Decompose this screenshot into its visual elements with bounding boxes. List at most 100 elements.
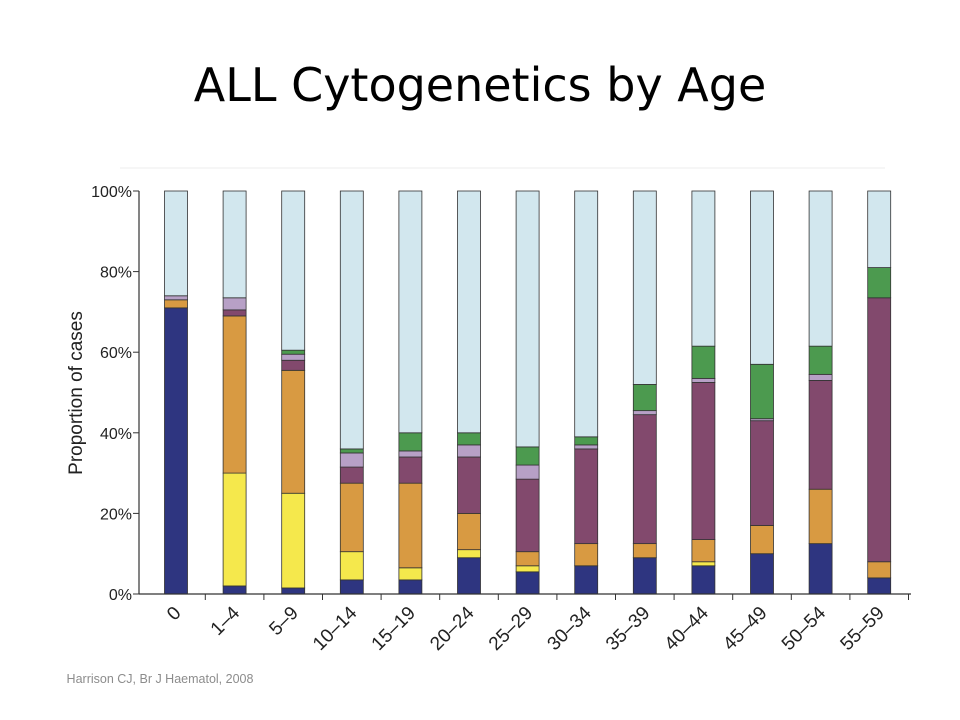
- bar-segment: [222, 309, 247, 317]
- bar-segment: [515, 478, 540, 553]
- bar-segment: [398, 450, 423, 458]
- bar-segment: [574, 565, 599, 595]
- bar-segment: [867, 190, 892, 268]
- bar-segment: [398, 567, 423, 581]
- x-tick-label: 10–14: [309, 602, 362, 655]
- x-tick-label: 20–24: [426, 602, 479, 655]
- bar-segment: [632, 557, 657, 595]
- bar-segment: [808, 380, 833, 490]
- x-tick-label: 5–9: [265, 603, 302, 640]
- stacked-bar-chart: 0 1–4 5–9 10–14 15–19 20–24 25–29 30–34 35–39 40–…: [66, 167, 911, 655]
- bar-segment: [867, 577, 892, 595]
- bar-segment: [750, 553, 774, 595]
- bar-segment: [398, 456, 423, 484]
- bar-segment: [281, 369, 306, 494]
- y-tick-label: 20%: [100, 506, 132, 523]
- bar-segment: [808, 373, 833, 381]
- bar-segment: [457, 444, 481, 458]
- y-tick-label: 40%: [100, 426, 132, 443]
- bar-segment: [222, 585, 247, 595]
- x-tick-label: 40–44: [661, 602, 714, 655]
- bar-segment: [750, 420, 774, 526]
- bar-group: [164, 190, 892, 595]
- bar-segment: [398, 579, 423, 595]
- bar-segment: [398, 432, 423, 452]
- bar-segment: [281, 349, 306, 355]
- bar-segment: [632, 414, 657, 545]
- bar-segment: [808, 488, 833, 545]
- y-axis-label: Proportion of cases: [66, 311, 87, 475]
- bar-segment: [222, 315, 247, 474]
- x-tick-label: 15–19: [368, 603, 420, 655]
- bar-segment: [515, 464, 540, 480]
- x-tick-label: 25–29: [485, 603, 537, 655]
- y-tick-label: 60%: [100, 345, 132, 362]
- bar-segment: [691, 561, 716, 567]
- bar-segment: [867, 561, 892, 579]
- x-tick-label: 0: [163, 603, 185, 625]
- bar-segment: [281, 587, 306, 595]
- bar-segment: [281, 353, 306, 361]
- slide-title: ALL Cytogenetics by Age: [193, 58, 767, 112]
- bar-segment: [574, 436, 599, 446]
- x-tick-label: 50–54: [778, 602, 831, 655]
- x-tick-label: 30–34: [544, 602, 597, 655]
- bar-segment: [691, 565, 716, 595]
- y-tick-label: 80%: [100, 265, 132, 282]
- bar-segment: [457, 190, 481, 434]
- bar-segment: [750, 363, 774, 420]
- y-tick-label: 0%: [109, 587, 132, 604]
- axes: 0 1–4 5–9 10–14 15–19 20–24 25–29 30–34 35–39 40–…: [91, 184, 911, 655]
- bar-segment: [339, 482, 364, 553]
- bar-segment: [457, 557, 481, 595]
- bar-segment: [574, 448, 599, 545]
- bar-segment: [691, 377, 716, 383]
- bar-segment: [339, 551, 364, 581]
- bar-segment: [632, 384, 657, 412]
- bar-segment: [691, 539, 716, 563]
- bar-segment: [808, 190, 833, 347]
- bar-segment: [339, 466, 364, 484]
- x-tick-label: 35–39: [602, 603, 654, 655]
- bar-segment: [808, 543, 833, 595]
- bar-segment: [222, 190, 247, 299]
- bar-segment: [515, 190, 540, 448]
- bar-segment: [515, 565, 540, 573]
- bar-segment: [222, 297, 247, 311]
- bar-segment: [339, 579, 364, 595]
- bar-segment: [164, 295, 188, 301]
- bar-segment: [632, 543, 657, 559]
- bar-segment: [515, 551, 540, 567]
- bar-segment: [222, 472, 247, 587]
- x-tick-label: 1–4: [207, 602, 245, 640]
- bar-segment: [457, 512, 481, 551]
- bar-segment: [281, 190, 306, 351]
- y-tick-label: 100%: [91, 184, 132, 201]
- bar-segment: [398, 482, 423, 569]
- bar-segment: [339, 190, 364, 450]
- bar-segment: [164, 299, 188, 309]
- bar-segment: [457, 549, 481, 559]
- bar-segment: [457, 432, 481, 446]
- bar-segment: [750, 525, 774, 555]
- bar-segment: [867, 297, 892, 563]
- bar-segment: [574, 444, 599, 450]
- bar-segment: [574, 543, 599, 567]
- bar-segment: [515, 571, 540, 595]
- bar-segment: [632, 190, 657, 385]
- bar-segment: [164, 190, 188, 297]
- bar-segment: [339, 452, 364, 468]
- bar-segment: [339, 448, 364, 454]
- x-tick-label: 55–59: [837, 603, 889, 655]
- bar-segment: [808, 345, 833, 375]
- bar-segment: [281, 359, 306, 371]
- bar-segment: [515, 446, 540, 466]
- bar-segment: [691, 190, 716, 347]
- bar-segment: [398, 190, 423, 434]
- bar-segment: [750, 190, 774, 365]
- chart-area: 0 1–4 5–9 10–14 15–19 20–24 25–29 30–34 35–39 40–…: [55, 167, 920, 670]
- bar-segment: [164, 307, 188, 595]
- bar-segment: [457, 456, 481, 514]
- x-tick-label: 45–49: [719, 603, 771, 655]
- bar-segment: [691, 345, 716, 379]
